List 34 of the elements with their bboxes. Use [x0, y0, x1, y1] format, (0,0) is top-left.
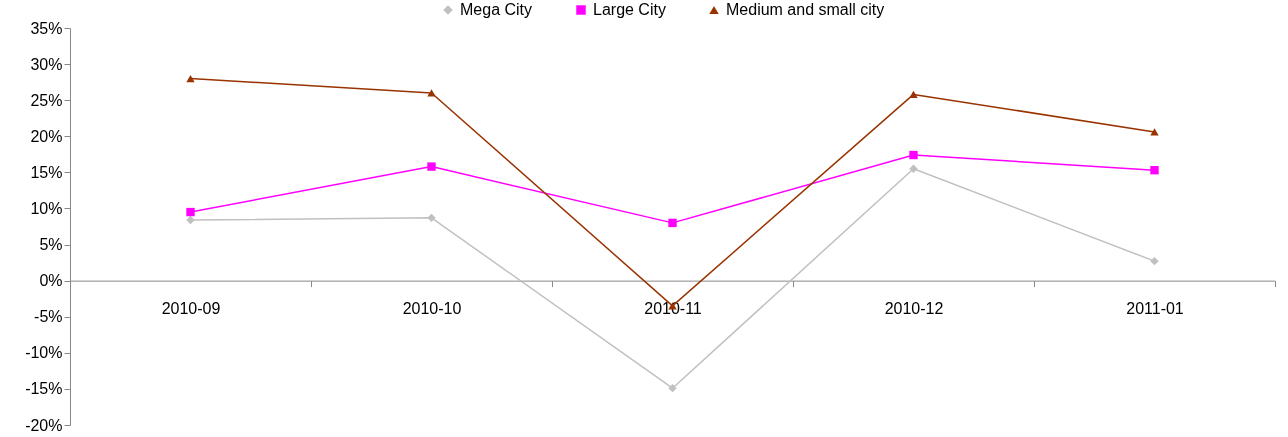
- x-tick-label: 2010-12: [884, 300, 944, 318]
- x-tick-label: 2011-01: [1126, 300, 1184, 318]
- point: [909, 150, 918, 160]
- y-tick-label: 5%: [39, 236, 63, 254]
- y-tick-label: 0%: [39, 272, 63, 290]
- legend-label: Medium and small city: [726, 1, 885, 18]
- point: [1150, 128, 1159, 136]
- point: [186, 215, 195, 225]
- x-tick-label: 2010-10: [402, 300, 462, 318]
- point: [909, 90, 918, 99]
- point: [909, 164, 918, 173]
- y-tick-label: -15%: [25, 380, 63, 398]
- y-tick-label: -5%: [34, 308, 63, 326]
- legend-label: Mega City: [460, 1, 533, 18]
- point: [186, 207, 195, 217]
- y-tick-label: 20%: [30, 127, 63, 145]
- x-tick-label: 2010-09: [161, 300, 221, 318]
- y-tick-label: 30%: [30, 55, 63, 73]
- point: [668, 384, 677, 393]
- y-tick-label: 10%: [30, 199, 63, 217]
- y-tick-label: 15%: [30, 163, 63, 181]
- point: [186, 74, 195, 83]
- y-tick-label: -20%: [25, 416, 63, 434]
- point: [668, 218, 677, 228]
- legend-label: Large City: [593, 1, 666, 18]
- point: [1150, 166, 1159, 175]
- point: [427, 89, 436, 97]
- point: [1150, 256, 1159, 266]
- y-tick-label: 35%: [30, 19, 63, 37]
- y-tick-label: -10%: [25, 344, 63, 362]
- y-tick-label: 25%: [30, 91, 63, 109]
- x-tick-label: 2010-11: [644, 300, 702, 318]
- point: [427, 213, 436, 223]
- point: [427, 162, 436, 171]
